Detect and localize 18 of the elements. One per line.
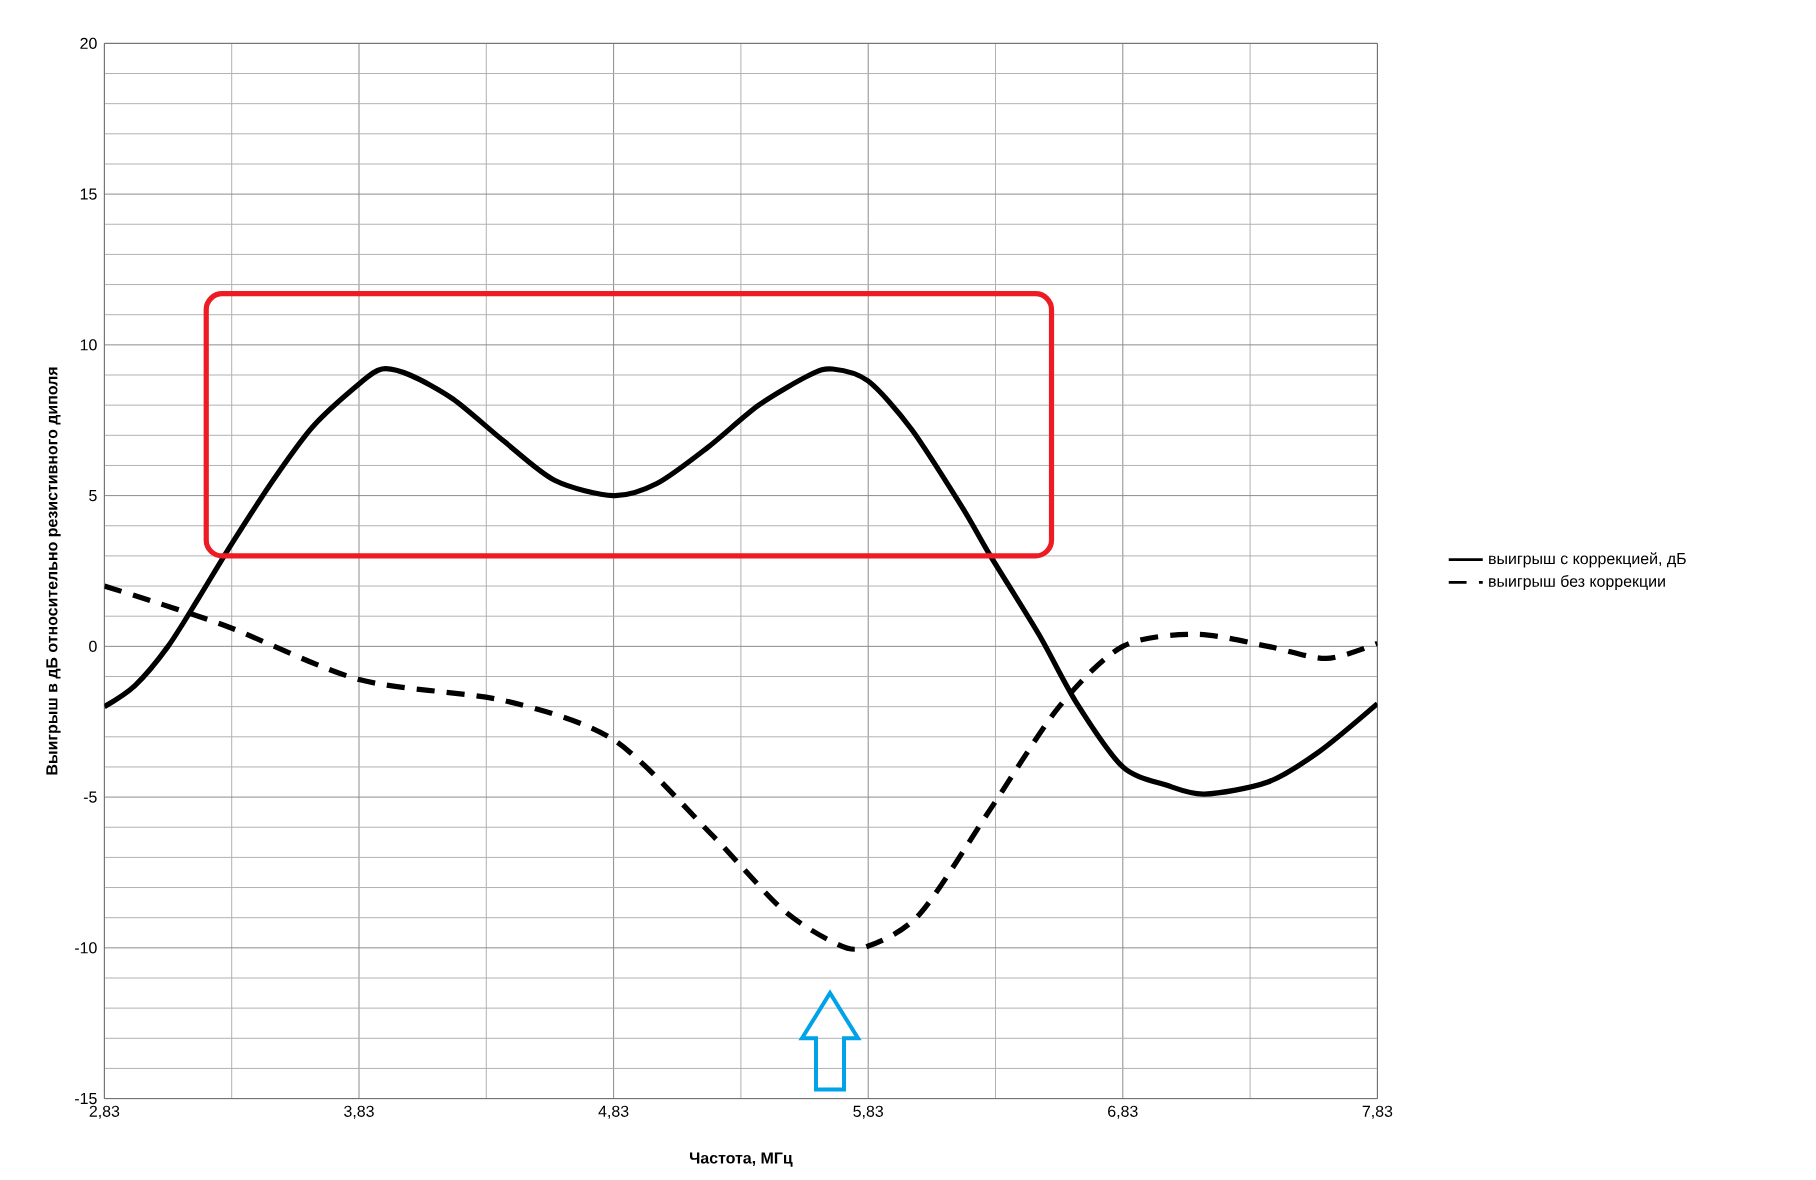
x-tick-label: 7,83	[1362, 1105, 1393, 1119]
legend-label: выигрыш без коррекции	[1489, 575, 1665, 591]
y-tick-label: 15	[80, 188, 97, 200]
x-axis-title: Частота, МГц	[689, 1152, 793, 1167]
x-tick-label: 6,83	[1108, 1105, 1138, 1119]
y-tick-label: -5	[83, 791, 97, 803]
x-tick-label: 2,83	[89, 1105, 120, 1119]
y-axis-title: Выигрыш в дБ относительно резистивного диполя	[46, 367, 61, 775]
y-tick-label: 5	[89, 490, 97, 502]
x-tick-label: 5,83	[853, 1105, 884, 1119]
y-tick-label: 10	[80, 339, 97, 351]
y-tick-label: -15	[75, 1093, 97, 1105]
x-tick-label: 4,83	[598, 1105, 629, 1119]
y-tick-label: 20	[80, 37, 97, 50]
x-tick-label: 3,83	[344, 1105, 374, 1119]
y-tick-label: 0	[89, 640, 97, 652]
legend-label: выигрыш с коррекцией, дБ	[1489, 552, 1686, 568]
y-tick-label: -10	[75, 942, 97, 954]
